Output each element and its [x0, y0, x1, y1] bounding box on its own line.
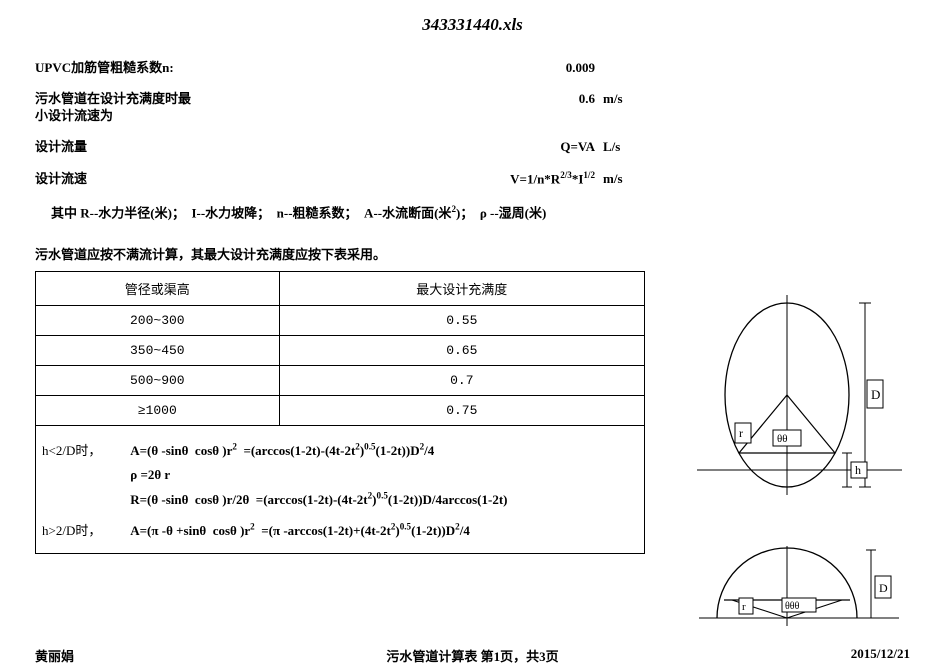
roughness-label: UPVC加筋管粗糙系数n:: [35, 60, 174, 77]
condition-2: h>2/D时，: [42, 520, 127, 539]
table-row: 500~900 0.7: [36, 365, 645, 395]
d-label-2: D: [879, 581, 888, 595]
minvel-label: 污水管道在设计充满度时最 小设计流速为: [35, 91, 191, 125]
flow-label: 设计流量: [35, 139, 87, 156]
param-velocity: 设计流速 V=1/n*R2/3*I1/2 m/s: [35, 170, 645, 188]
minvel-unit: m/s: [603, 91, 645, 107]
param-flow: 设计流量 Q=VA L/s: [35, 139, 645, 156]
cell-fill: 0.75: [279, 395, 644, 425]
content-column: UPVC加筋管粗糙系数n: 0.009 污水管道在设计充满度时最 小设计流速为 …: [35, 60, 645, 554]
cell-diameter: 350~450: [36, 335, 280, 365]
theta-label: θθ: [777, 433, 788, 445]
eq-row-3: R=(θ -sinθ cosθ )r/2θ =(arccos(1-2t)-(4t…: [42, 491, 638, 508]
minvel-label-l1: 污水管道在设计充满度时最: [35, 91, 191, 106]
roughness-value: 0.009: [174, 60, 603, 76]
cross-section-diagram-2: r θθθ D: [687, 538, 917, 633]
page-footer: 黄丽娟 污水管道计算表 第1页，共3页 2015/12/21: [35, 646, 910, 665]
table-header-row: 管径或渠高 最大设计充满度: [36, 271, 645, 305]
minvel-label-l2: 小设计流速为: [35, 108, 113, 123]
cell-fill: 0.55: [279, 305, 644, 335]
table-row: ≥1000 0.75: [36, 395, 645, 425]
cell-diameter: 200~300: [36, 305, 280, 335]
d-label: D: [871, 387, 880, 402]
cell-fill: 0.7: [279, 365, 644, 395]
vel-unit: m/s: [603, 171, 645, 187]
flow-value: Q=VA: [87, 139, 603, 155]
cross-section-diagram-1: θθ r D h: [687, 295, 917, 520]
flow-unit: L/s: [603, 139, 645, 155]
page-title: 343331440.xls: [35, 15, 910, 35]
condition-1: h<2/D时，: [42, 440, 127, 459]
diagram-area: θθ r D h r θθθ: [687, 295, 917, 633]
eq-row-2: ρ =2θ r: [42, 467, 638, 483]
param-roughness: UPVC加筋管粗糙系数n: 0.009: [35, 60, 645, 77]
equation-block: h<2/D时， A=(θ -sinθ cosθ )r2 =(arccos(1-2…: [35, 426, 645, 554]
table-row: 200~300 0.55: [36, 305, 645, 335]
vel-label: 设计流速: [35, 171, 87, 188]
eq-row-1: h<2/D时， A=(θ -sinθ cosθ )r2 =(arccos(1-2…: [42, 440, 638, 459]
r-label: r: [739, 426, 743, 440]
table-description: 污水管道应按不满流计算，其最大设计充满度应按下表采用。: [35, 244, 645, 263]
variable-legend: 其中 R--水力半径(米)； I--水力坡降； n--粗糙系数； A--水流断面…: [51, 202, 645, 224]
cell-diameter: 500~900: [36, 365, 280, 395]
fill-ratio-table: 管径或渠高 最大设计充满度 200~300 0.55 350~450 0.65 …: [35, 271, 645, 426]
theta-label-2: θθθ: [785, 601, 800, 612]
table-row: 350~450 0.65: [36, 335, 645, 365]
col-header-fillratio: 最大设计充满度: [279, 271, 644, 305]
eq-row-4: h>2/D时， A=(π -θ +sinθ cosθ )r2 =(π -arcc…: [42, 520, 638, 539]
param-min-velocity: 污水管道在设计充满度时最 小设计流速为 0.6 m/s: [35, 91, 645, 125]
col-header-diameter: 管径或渠高: [36, 271, 280, 305]
r-label-2: r: [742, 601, 746, 613]
footer-center: 污水管道计算表 第1页，共3页: [35, 646, 910, 665]
h-label: h: [855, 463, 861, 477]
cell-fill: 0.65: [279, 335, 644, 365]
vel-value: V=1/n*R2/3*I1/2: [87, 170, 603, 187]
cell-diameter: ≥1000: [36, 395, 280, 425]
minvel-value: 0.6: [191, 91, 603, 107]
